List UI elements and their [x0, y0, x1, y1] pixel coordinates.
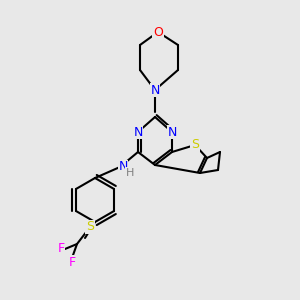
Text: O: O: [153, 26, 163, 38]
Text: N: N: [167, 125, 177, 139]
Text: N: N: [150, 83, 160, 97]
Text: S: S: [86, 220, 94, 233]
Text: F: F: [68, 256, 76, 268]
Text: N: N: [118, 160, 128, 173]
Text: S: S: [191, 139, 199, 152]
Text: F: F: [57, 242, 64, 256]
Text: N: N: [133, 125, 143, 139]
Text: H: H: [126, 168, 134, 178]
